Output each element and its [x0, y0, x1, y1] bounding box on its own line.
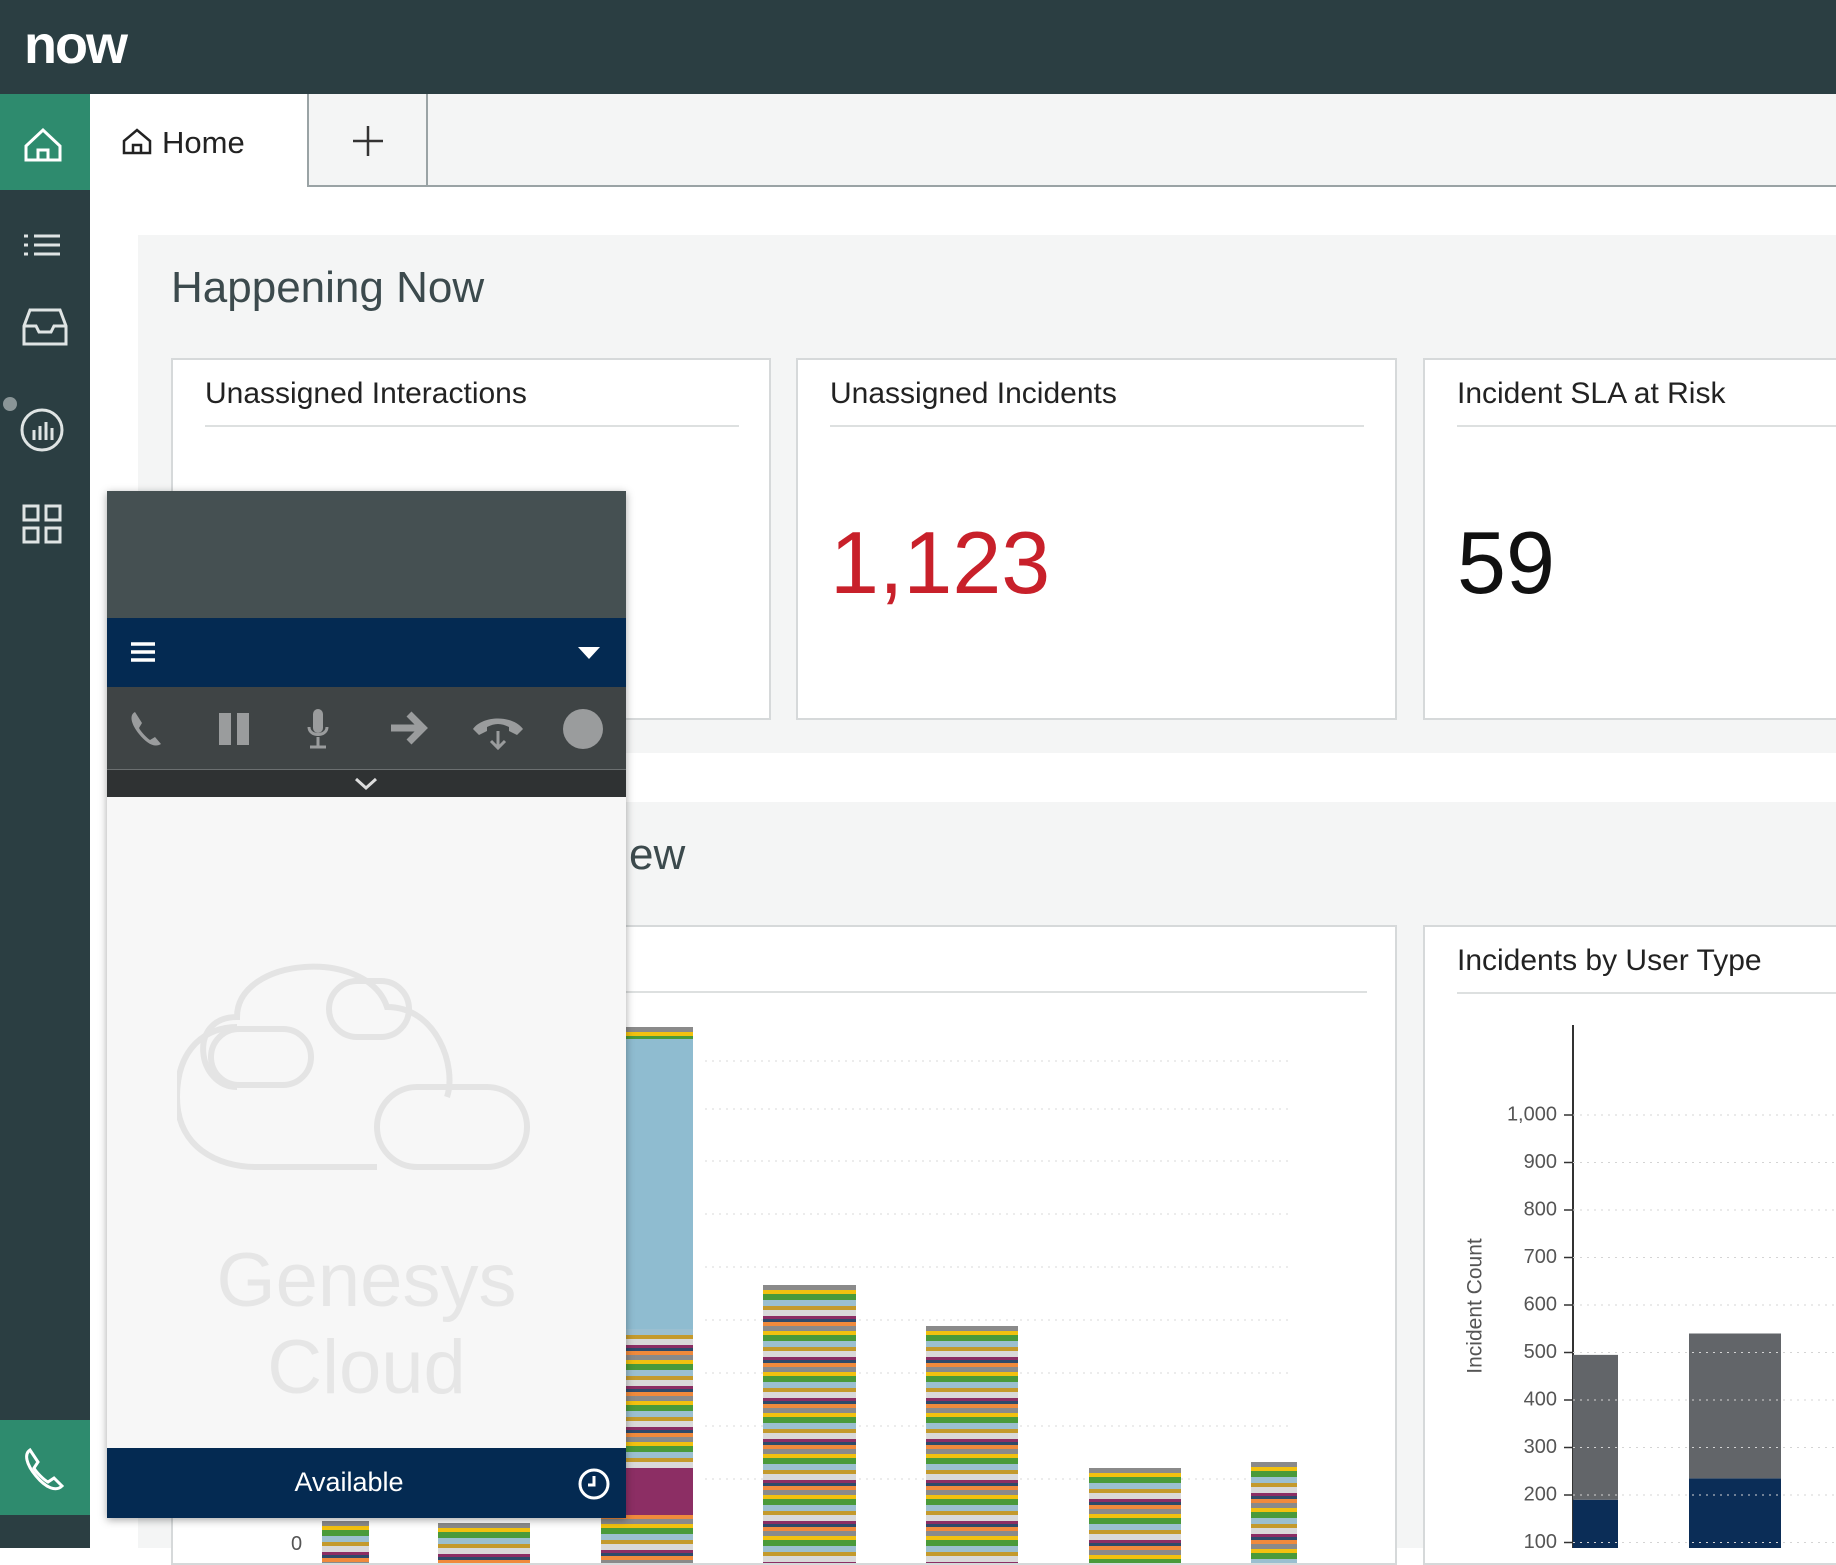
- card-title: Unassigned Interactions: [205, 377, 739, 427]
- card-value: 1,123: [830, 513, 1051, 612]
- y-tick-label: 100: [1524, 1531, 1557, 1548]
- status-label: Available: [294, 1467, 404, 1497]
- bar-segment: [1689, 1333, 1781, 1479]
- bar-segment: [1573, 1354, 1618, 1500]
- y-tick-label: 200: [1524, 1483, 1557, 1505]
- y-tick-label: 700: [1524, 1246, 1557, 1268]
- panel-title: ew: [629, 830, 686, 879]
- card-title: Unassigned Incidents: [830, 377, 1364, 427]
- plus-icon: [353, 126, 383, 156]
- home-nav[interactable]: [0, 94, 90, 190]
- call-toolbar[interactable]: [107, 687, 626, 769]
- tab-home-icon: [122, 128, 152, 155]
- y-tick-label: 500: [1524, 1341, 1557, 1363]
- y-tick-label: 800: [1524, 1198, 1557, 1220]
- card[interactable]: Unassigned Incidents 1,123: [796, 358, 1397, 720]
- clock-icon: [578, 1468, 610, 1500]
- stacked-bar: [926, 1326, 1018, 1563]
- genesys-widget: Genesys Cloud Available: [107, 491, 626, 1518]
- stacked-bar: [1251, 1462, 1297, 1563]
- widget-body: Genesys Cloud: [107, 797, 626, 1448]
- bar-segment: [1689, 1478, 1781, 1548]
- y-tick-label: 600: [1524, 1293, 1557, 1315]
- card-title: Incident SLA at Risk: [1457, 377, 1836, 427]
- top-bar: now: [0, 0, 1836, 94]
- nav-icons[interactable]: [0, 214, 90, 614]
- y-tick-label: 900: [1524, 1151, 1557, 1173]
- card[interactable]: Incident SLA at Risk 59: [1423, 358, 1836, 720]
- y-axis-title: Incident Count: [1464, 1238, 1487, 1374]
- stacked-bar: [763, 1285, 856, 1563]
- y-tick-label: 0: [291, 1533, 303, 1555]
- y-tick-label: 300: [1524, 1436, 1557, 1458]
- sidebar: [0, 94, 90, 1548]
- menu-icons: [131, 642, 600, 662]
- bar-segment: [1573, 1499, 1618, 1548]
- card-value: 59: [1457, 513, 1555, 612]
- y-tick-label: 1,000: [1507, 1103, 1557, 1125]
- logo[interactable]: now: [24, 15, 128, 75]
- y-tick-label: 400: [1524, 1388, 1557, 1410]
- widget-menu-bar[interactable]: [107, 618, 626, 687]
- cloud-logo: [177, 963, 530, 1170]
- home-tab[interactable]: Home: [90, 94, 309, 187]
- status-bar[interactable]: Available: [107, 1448, 626, 1518]
- stacked-bar: [1089, 1468, 1181, 1563]
- chart-title: Incidents by User Type: [1457, 944, 1836, 994]
- phone-nav[interactable]: [0, 1420, 90, 1515]
- home-icon: [24, 127, 62, 162]
- collapse-icon[interactable]: [107, 770, 626, 798]
- watermark: Genesys Cloud: [216, 1238, 517, 1410]
- phone-icon: [25, 1447, 65, 1491]
- call-icons: [131, 709, 603, 751]
- tab-label: Home: [162, 125, 245, 160]
- new-tab[interactable]: [309, 94, 428, 187]
- panel-title: Happening Now: [171, 263, 485, 312]
- tab-bar: Home: [90, 94, 1836, 187]
